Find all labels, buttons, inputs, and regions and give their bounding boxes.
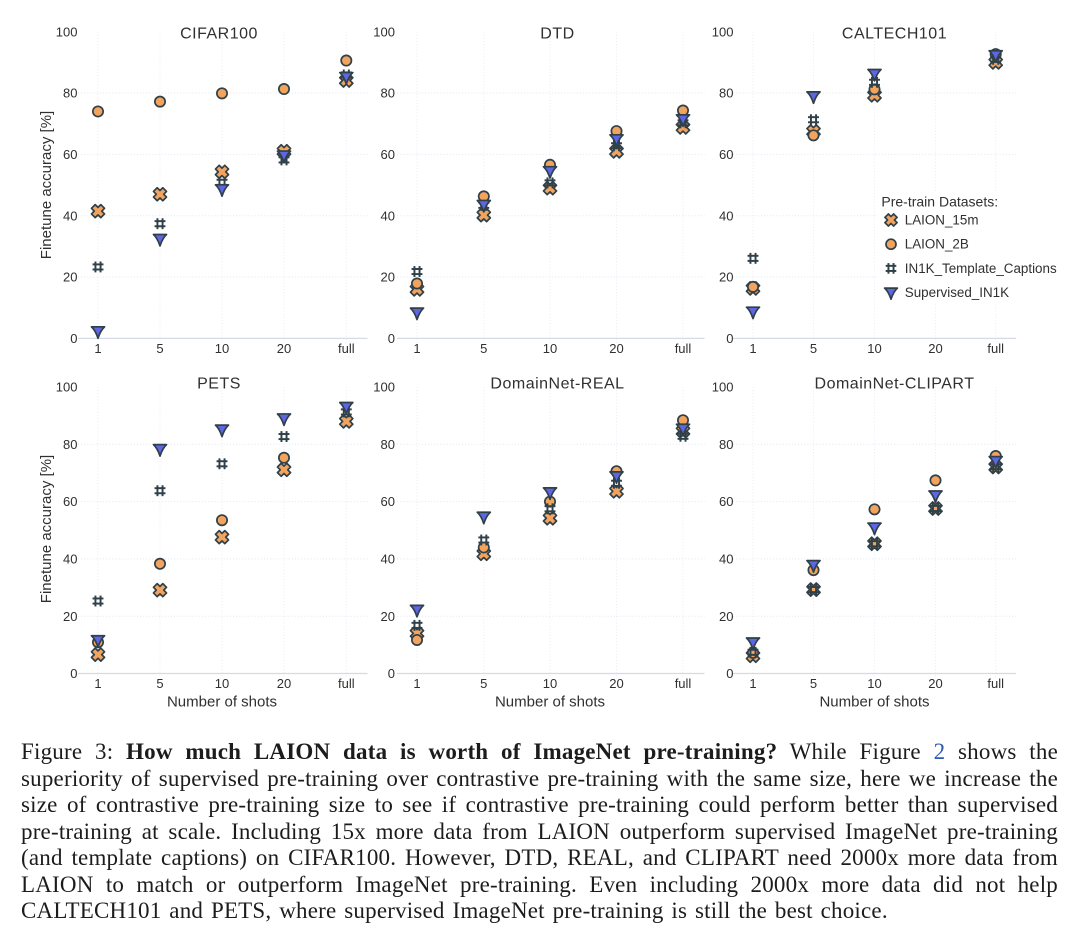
svg-text:10: 10 (543, 341, 557, 356)
svg-text:1: 1 (413, 341, 420, 356)
svg-text:40: 40 (63, 208, 77, 223)
svg-text:20: 20 (928, 341, 942, 356)
svg-text:10: 10 (867, 341, 881, 356)
svg-text:0: 0 (70, 666, 77, 681)
svg-text:10: 10 (215, 676, 229, 691)
svg-text:0: 0 (388, 331, 395, 346)
svg-text:PETS: PETS (197, 376, 241, 393)
svg-text:100: 100 (712, 380, 734, 395)
svg-text:20: 20 (719, 609, 733, 624)
svg-text:Finetune accuracy [%]: Finetune accuracy [%] (38, 111, 55, 259)
svg-text:IN1K_Template_Captions: IN1K_Template_Captions (905, 261, 1057, 276)
svg-text:0: 0 (388, 666, 395, 681)
svg-text:20: 20 (63, 270, 77, 285)
svg-text:full: full (338, 341, 355, 356)
svg-text:0: 0 (70, 331, 77, 346)
svg-text:40: 40 (381, 208, 395, 223)
svg-text:CALTECH101: CALTECH101 (842, 26, 947, 43)
svg-text:100: 100 (373, 380, 395, 395)
svg-text:100: 100 (712, 24, 734, 39)
svg-text:DomainNet-CLIPART: DomainNet-CLIPART (815, 376, 975, 393)
svg-text:Pre-train Datasets:: Pre-train Datasets: (881, 193, 998, 209)
svg-text:100: 100 (56, 24, 78, 39)
svg-text:1: 1 (749, 676, 756, 691)
svg-text:CIFAR100: CIFAR100 (180, 26, 258, 43)
svg-text:1: 1 (94, 341, 101, 356)
svg-text:60: 60 (719, 494, 733, 509)
svg-text:40: 40 (719, 208, 733, 223)
svg-text:5: 5 (810, 676, 817, 691)
svg-text:20: 20 (609, 676, 623, 691)
svg-text:Number of shots: Number of shots (495, 694, 605, 711)
svg-text:40: 40 (719, 552, 733, 567)
svg-text:5: 5 (156, 341, 163, 356)
svg-text:LAION_15m: LAION_15m (905, 213, 979, 228)
svg-text:full: full (675, 676, 692, 691)
svg-text:full: full (675, 341, 692, 356)
svg-text:20: 20 (63, 609, 77, 624)
svg-text:5: 5 (810, 341, 817, 356)
svg-text:10: 10 (543, 676, 557, 691)
svg-text:Supervised_IN1K: Supervised_IN1K (905, 285, 1009, 300)
svg-text:20: 20 (609, 341, 623, 356)
svg-text:60: 60 (63, 147, 77, 162)
svg-text:0: 0 (726, 666, 733, 681)
svg-text:20: 20 (381, 609, 395, 624)
svg-text:LAION_2B: LAION_2B (905, 237, 969, 252)
svg-text:40: 40 (381, 552, 395, 567)
svg-text:full: full (987, 676, 1004, 691)
svg-text:40: 40 (63, 552, 77, 567)
svg-text:60: 60 (381, 494, 395, 509)
svg-text:80: 80 (63, 437, 77, 452)
svg-text:20: 20 (277, 341, 291, 356)
svg-text:10: 10 (215, 341, 229, 356)
svg-text:5: 5 (480, 676, 487, 691)
svg-text:60: 60 (63, 494, 77, 509)
svg-text:10: 10 (867, 676, 881, 691)
svg-text:100: 100 (373, 24, 395, 39)
svg-text:DTD: DTD (540, 26, 574, 43)
svg-text:DomainNet-REAL: DomainNet-REAL (490, 376, 624, 393)
svg-text:full: full (338, 676, 355, 691)
svg-text:20: 20 (381, 270, 395, 285)
svg-text:1: 1 (94, 676, 101, 691)
svg-text:5: 5 (156, 676, 163, 691)
svg-text:80: 80 (381, 86, 395, 101)
svg-text:100: 100 (56, 380, 78, 395)
svg-text:80: 80 (719, 437, 733, 452)
svg-text:80: 80 (381, 437, 395, 452)
svg-text:60: 60 (719, 147, 733, 162)
svg-text:20: 20 (928, 676, 942, 691)
svg-text:full: full (987, 341, 1004, 356)
svg-text:Finetune accuracy [%]: Finetune accuracy [%] (38, 455, 55, 603)
svg-text:20: 20 (719, 270, 733, 285)
svg-text:Number of shots: Number of shots (167, 694, 277, 711)
svg-text:80: 80 (63, 86, 77, 101)
svg-text:1: 1 (413, 676, 420, 691)
svg-text:60: 60 (381, 147, 395, 162)
svg-text:80: 80 (719, 86, 733, 101)
svg-text:1: 1 (749, 341, 756, 356)
svg-text:Number of shots: Number of shots (819, 694, 929, 711)
svg-text:0: 0 (726, 331, 733, 346)
svg-text:20: 20 (277, 676, 291, 691)
svg-text:5: 5 (480, 341, 487, 356)
